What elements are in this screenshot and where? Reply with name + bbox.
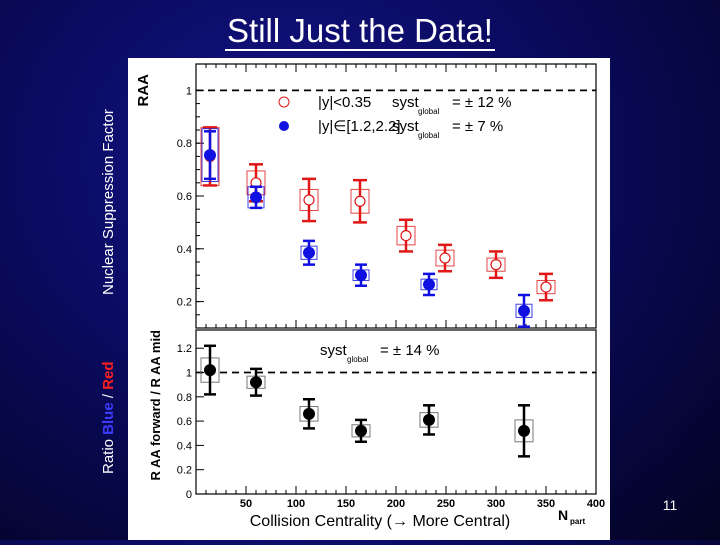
blue-series-point [423, 278, 435, 291]
blue-series-point [355, 269, 367, 282]
xtick-label: 400 [587, 498, 605, 510]
y-axis-label-top: Nuclear Suppression Factor [100, 109, 117, 295]
red-series-point [540, 281, 552, 293]
ratio-series-point [303, 407, 315, 420]
legend-blue-syst-label: syst [392, 118, 420, 135]
blue-series-point [204, 149, 216, 162]
red-series-point [400, 230, 412, 242]
bottom-ytick-label: 0.2 [177, 465, 192, 477]
blue-series-point [518, 304, 530, 317]
legend-red-name: |y|<0.35 [318, 94, 371, 111]
legend-blue-name: |y|∈[1.2,2.2] [318, 118, 401, 135]
bottom-ytick-label: 0.6 [177, 416, 192, 428]
ratio-series-point [204, 364, 216, 377]
y-axis-label-bottom: Ratio Blue / Red [100, 314, 117, 474]
chart-panel: 0.2 0.4 0.6 0.8 1 0 0.2 0.4 0.6 0.8 1 1.2 50 100 150 20… [128, 58, 610, 540]
slide-title: Still Just the Data! [0, 12, 720, 51]
ratio-series-point [423, 413, 435, 426]
top-ytick-label: 0.8 [177, 138, 192, 150]
bottom-ytick-label: 0.8 [177, 392, 192, 404]
xtick-label: 250 [437, 498, 455, 510]
blue-series-point [303, 246, 315, 259]
top-ytick-label: 1 [186, 85, 192, 97]
bottom-ytick-label: 0.4 [177, 440, 192, 452]
legend-red-marker [278, 96, 290, 108]
ylabel-blue: Blue [100, 402, 117, 435]
legend-blue-marker [279, 121, 289, 131]
top-ytick-label: 0.2 [177, 297, 192, 309]
ylabel-prefix: Ratio [100, 434, 117, 474]
blue-series-point [250, 191, 262, 204]
xtick-label: 50 [240, 498, 252, 510]
x-axis-label: Collision Centrality (→ More Central) [249, 513, 511, 530]
legend-red-syst-sub: global [418, 107, 440, 116]
bottom-syst-sub: global [347, 355, 369, 364]
ratio-series-point [518, 424, 530, 437]
legend-red-syst-label: syst [392, 94, 420, 111]
bottom-syst-label: syst [320, 342, 348, 359]
red-series-point [439, 252, 451, 264]
legend-blue-syst-value: = ± 7 % [452, 118, 503, 135]
red-series-point [490, 259, 502, 271]
x-axis-title-sub: part [570, 517, 585, 526]
xtick-label: 300 [487, 498, 505, 510]
xtick-label: 350 [537, 498, 555, 510]
legend-red-syst-value: = ± 12 % [452, 94, 512, 111]
x-axis-title: N [558, 507, 568, 523]
legend-blue-syst-sub: global [418, 131, 440, 140]
page-number: 11 [662, 497, 678, 513]
bottom-y-axis-title: R AA forward / R AA mid [148, 330, 163, 481]
ylabel-red: Red [100, 361, 117, 390]
slide-title-text: Still Just the Data! [225, 12, 495, 51]
ratio-series-point [355, 424, 367, 437]
chart-svg: 0.2 0.4 0.6 0.8 1 0 0.2 0.4 0.6 0.8 1 1.2 50 100 150 20… [135, 63, 605, 526]
top-ytick-label: 0.4 [177, 244, 192, 256]
xtick-label: 200 [387, 498, 405, 510]
blue-series-syst-box [201, 128, 219, 182]
bottom-syst-value: = ± 14 % [380, 342, 440, 359]
bottom-ytick-label: 1.2 [177, 343, 192, 355]
bottom-ytick-label: 0 [186, 489, 192, 501]
xtick-label: 150 [337, 498, 355, 510]
top-ytick-label: 0.6 [177, 191, 192, 203]
ratio-series-point [250, 376, 262, 389]
xtick-label: 100 [287, 498, 305, 510]
ylabel-sep: / [100, 389, 117, 403]
red-series-point [354, 195, 366, 207]
red-series-point [303, 194, 315, 206]
top-y-axis-title: RAA [135, 74, 152, 107]
bottom-ytick-label: 1 [186, 368, 192, 380]
